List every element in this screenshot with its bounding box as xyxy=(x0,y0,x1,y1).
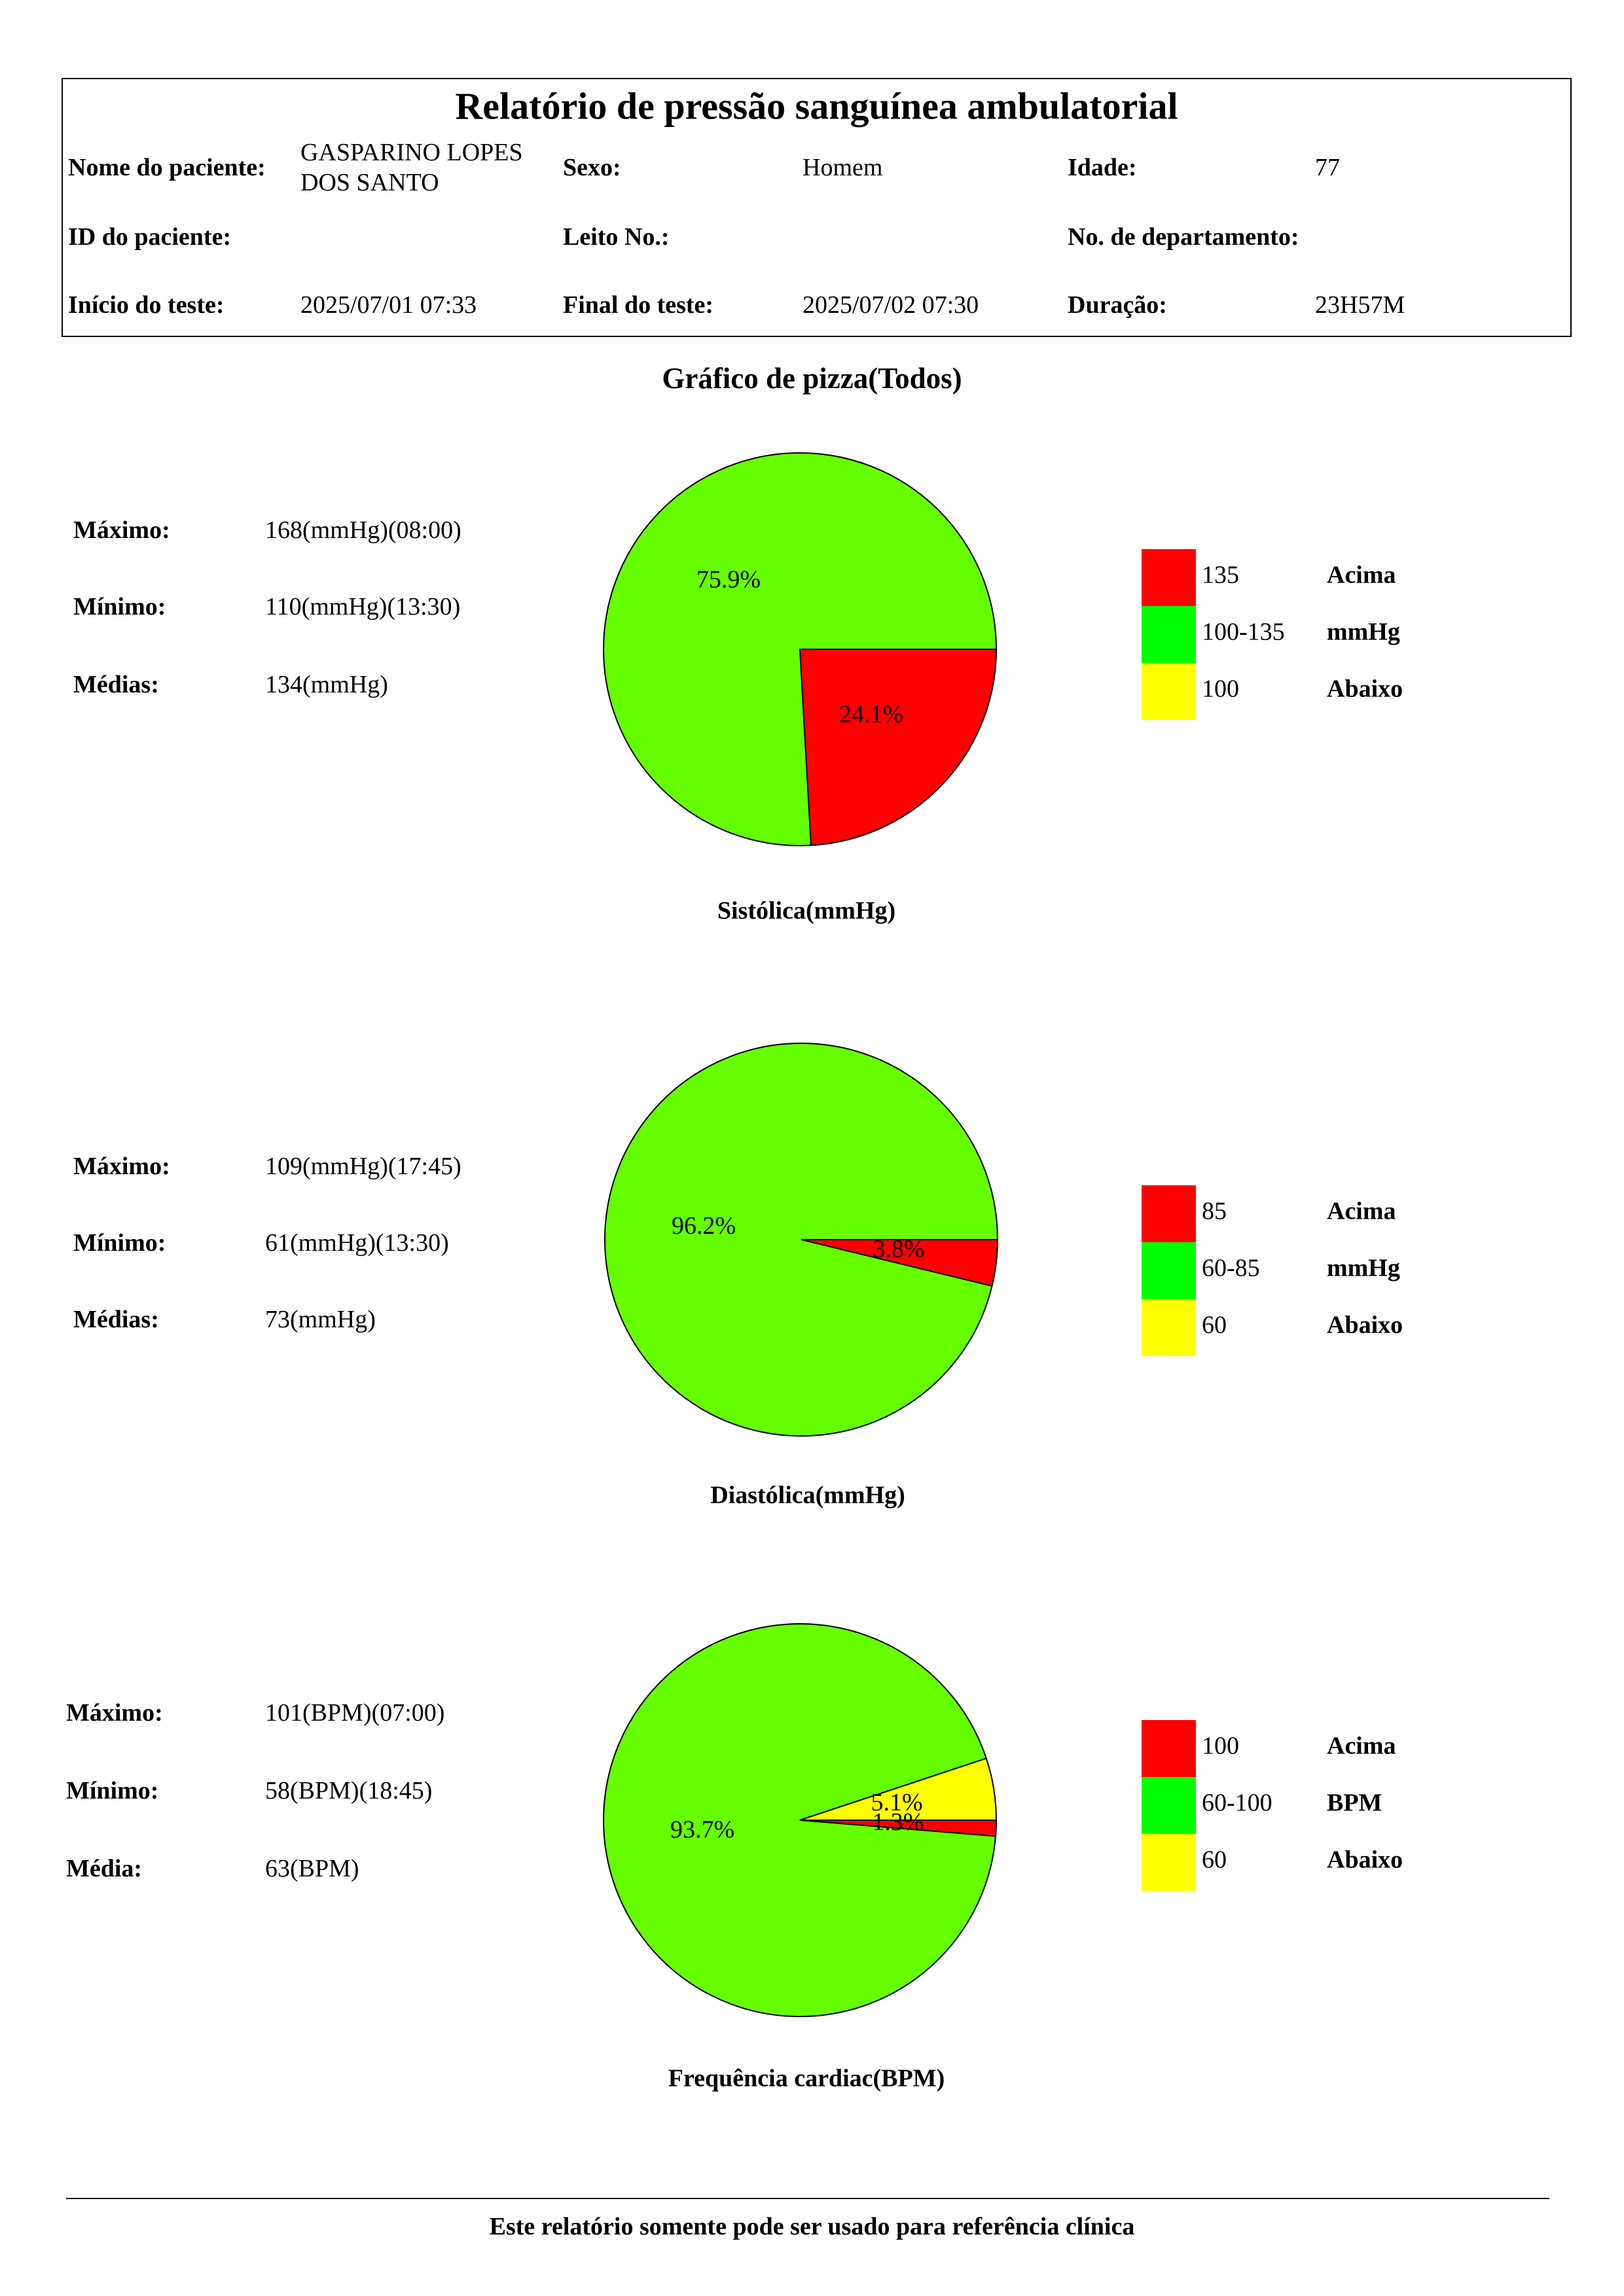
pie-slice xyxy=(604,1043,999,1437)
chart-title: Frequência cardiac(BPM) xyxy=(668,2065,945,2092)
legend-range: 60-85 xyxy=(1202,1255,1260,1282)
legend-range: 60 xyxy=(1202,1846,1227,1874)
field-value: 23H57M xyxy=(1315,291,1405,319)
slice-label: 75.9% xyxy=(696,566,761,594)
footer-note: Este relatório somente pode ser usado pa… xyxy=(489,2213,1135,2240)
stat-value: 63(BPM) xyxy=(265,1855,359,1882)
field-value: 77 xyxy=(1315,154,1340,181)
field-label: ID do paciente: xyxy=(68,223,232,251)
slice-label: 1.3% xyxy=(872,1808,924,1836)
stat-label: Máximo: xyxy=(66,1699,163,1727)
legend-range: 100-135 xyxy=(1202,619,1285,646)
field-label: No. de departamento: xyxy=(1068,223,1299,251)
footer-rule xyxy=(66,2198,1549,2199)
legend-label: Abaixo xyxy=(1327,675,1403,703)
legend-range: 60-100 xyxy=(1202,1789,1272,1817)
stat-value: 109(mmHg)(17:45) xyxy=(265,1153,461,1180)
legend-label: BPM xyxy=(1327,1789,1382,1817)
stat-label: Máximo: xyxy=(73,1153,170,1180)
legend-swatch xyxy=(1142,606,1196,663)
field-value: Homem xyxy=(803,154,883,181)
section-title: Gráfico de pizza(Todos) xyxy=(662,362,962,395)
legend-label: Acima xyxy=(1327,1198,1396,1225)
legend-swatch xyxy=(1142,1720,1196,1777)
legend-swatch xyxy=(1142,1834,1196,1891)
legend-swatch xyxy=(1142,1242,1196,1299)
legend-label: Acima xyxy=(1327,562,1396,589)
legend-range: 135 xyxy=(1202,562,1239,589)
legend-label: Acima xyxy=(1327,1732,1396,1760)
field-label: Nome do paciente: xyxy=(68,154,266,181)
legend-swatch xyxy=(1142,1777,1196,1834)
legend-range: 85 xyxy=(1202,1198,1227,1225)
legend-label: mmHg xyxy=(1327,1255,1400,1282)
legend-label: mmHg xyxy=(1327,619,1400,646)
legend-swatch xyxy=(1142,1185,1196,1242)
report-title: Relatório de pressão sanguínea ambulator… xyxy=(455,84,1178,128)
field-label: Sexo: xyxy=(563,154,621,181)
stat-label: Máximo: xyxy=(73,516,170,544)
stat-label: Médias: xyxy=(73,671,159,698)
slice-label: 93.7% xyxy=(670,1816,734,1844)
pie-slice xyxy=(799,649,998,846)
stat-label: Mínimo: xyxy=(73,593,166,620)
slice-label: 3.8% xyxy=(873,1236,924,1263)
stat-value: 134(mmHg) xyxy=(265,671,388,698)
legend-range: 100 xyxy=(1202,675,1239,703)
legend-swatch xyxy=(1142,549,1196,606)
field-label: Idade: xyxy=(1068,154,1137,181)
pie-slice xyxy=(799,1757,998,1821)
pie-slice xyxy=(602,1623,997,2017)
stat-value: 168(mmHg)(08:00) xyxy=(265,516,461,544)
stat-label: Média: xyxy=(66,1855,143,1882)
stat-value: 61(mmHg)(13:30) xyxy=(265,1229,449,1257)
field-value: 2025/07/01 07:33 xyxy=(300,291,477,319)
field-label: Leito No.: xyxy=(563,223,670,251)
field-value: GASPARINO LOPES DOS SANTO xyxy=(300,139,523,196)
header-box xyxy=(62,78,1572,337)
legend-label: Abaixo xyxy=(1327,1312,1403,1339)
stat-value: 101(BPM)(07:00) xyxy=(265,1699,445,1727)
stat-label: Mínimo: xyxy=(66,1777,159,1804)
chart-title: Diastólica(mmHg) xyxy=(710,1482,905,1509)
stat-value: 73(mmHg) xyxy=(265,1306,376,1333)
legend-range: 60 xyxy=(1202,1312,1227,1339)
stat-value: 110(mmHg)(13:30) xyxy=(265,593,461,620)
field-label: Final do teste: xyxy=(563,291,714,319)
chart-title: Sistólica(mmHg) xyxy=(717,897,895,925)
slice-label: 5.1% xyxy=(871,1789,923,1816)
slice-label: 24.1% xyxy=(839,701,903,728)
legend-range: 100 xyxy=(1202,1732,1239,1760)
legend-label: Abaixo xyxy=(1327,1846,1403,1874)
field-label: Duração: xyxy=(1068,291,1167,319)
field-value: 2025/07/02 07:30 xyxy=(803,291,979,319)
stat-value: 58(BPM)(18:45) xyxy=(265,1777,433,1804)
legend-swatch xyxy=(1142,1299,1196,1356)
slice-label: 96.2% xyxy=(672,1212,736,1240)
stat-label: Médias: xyxy=(73,1306,159,1333)
stat-label: Mínimo: xyxy=(73,1229,166,1257)
legend-swatch xyxy=(1142,663,1196,720)
field-label: Início do teste: xyxy=(68,291,225,319)
